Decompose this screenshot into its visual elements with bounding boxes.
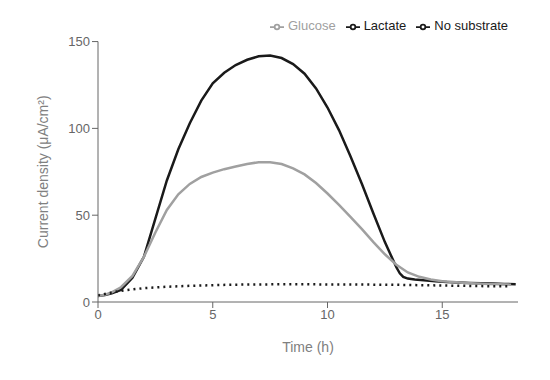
svg-text:10: 10 <box>320 307 334 322</box>
svg-text:Current density (μA/cm²): Current density (μA/cm²) <box>35 95 51 248</box>
html-text:No substrate: No substrate <box>434 18 508 33</box>
html-text:Lactate: Lactate <box>363 18 407 33</box>
svg-text:15: 15 <box>435 307 449 322</box>
svg-text:0: 0 <box>94 307 101 322</box>
svg-text:0: 0 <box>83 295 90 310</box>
svg-text:50: 50 <box>76 208 90 223</box>
svg-text:Time (h): Time (h) <box>282 339 334 355</box>
svg-text:150: 150 <box>68 34 90 49</box>
html-text:Glucose: Glucose <box>287 18 336 33</box>
svg-text:5: 5 <box>209 307 216 322</box>
svg-text:100: 100 <box>68 121 90 136</box>
